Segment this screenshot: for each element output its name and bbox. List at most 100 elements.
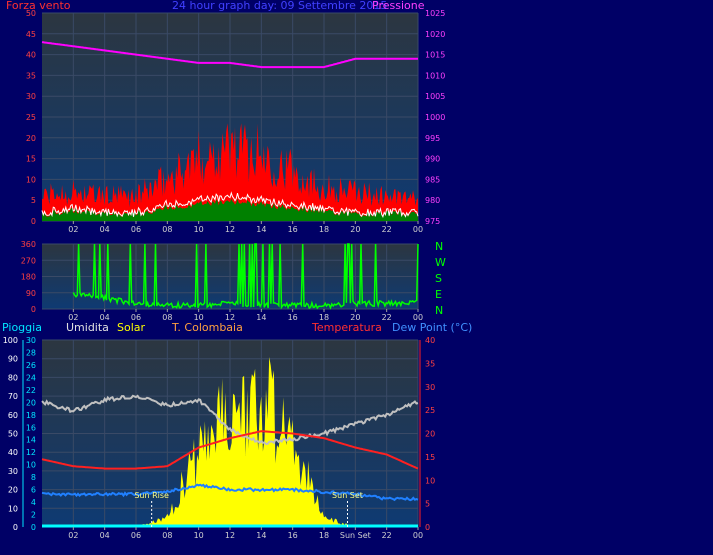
- wind-y-tick-label: 15: [26, 155, 36, 164]
- pressure-y-tick-label: 990: [425, 155, 440, 164]
- compass-n-top: N: [435, 240, 444, 253]
- wind-y-tick-label: 45: [26, 30, 36, 39]
- sunrise-label: Sun Rise: [134, 491, 169, 500]
- wind-pressure-panel: 0510152025303540455097598098599099510001…: [26, 9, 446, 234]
- sunset-label: Sun Set: [332, 491, 363, 500]
- compass-w: W: [435, 256, 446, 269]
- direction-x-tick-label: 12: [225, 313, 235, 322]
- wind-y-tick-label: 40: [26, 51, 36, 60]
- wind-x-tick-label: 02: [68, 225, 78, 234]
- solar-label: Solar: [117, 321, 146, 334]
- direction-y-tick-label: 270: [21, 256, 36, 265]
- direction-x-tick-label: 02: [68, 313, 78, 322]
- pressure-y-tick-label: 1000: [425, 113, 445, 122]
- direction-x-tick-label: 20: [350, 313, 360, 322]
- temperature-line: [41, 430, 419, 470]
- direction-y-tick-label: 360: [21, 240, 36, 249]
- humidity-y-tick-label: 30: [8, 467, 18, 476]
- rain-y-tick-label: 30: [26, 336, 36, 345]
- wind-x-tick-label: 12: [225, 225, 235, 234]
- pressure-y-tick-label: 1010: [425, 71, 445, 80]
- temperature-y-tick-label: 0: [425, 523, 430, 532]
- pressure-y-tick-label: 975: [425, 217, 440, 226]
- humidity-y-tick-label: 100: [3, 336, 18, 345]
- climate-x-tick-label: 10: [194, 531, 204, 540]
- humidity-y-tick-label: 90: [8, 355, 18, 364]
- temperature-y-tick-label: 35: [425, 359, 435, 368]
- pressure-y-tick-label: 980: [425, 196, 440, 205]
- rain-y-tick-label: 8: [31, 473, 36, 482]
- pressure-y-tick-label: 995: [425, 134, 440, 143]
- wind-x-tick-label: 16: [288, 225, 298, 234]
- rain-y-tick-label: 4: [31, 498, 36, 507]
- direction-x-tick-label: 06: [131, 313, 141, 322]
- humidity-y-tick-label: 10: [8, 504, 18, 513]
- temperature-label: Temperatura: [312, 321, 382, 334]
- wind-y-tick-label: 50: [26, 9, 36, 18]
- humidity-y-tick-label: 20: [8, 486, 18, 495]
- rain-y-tick-label: 6: [31, 486, 36, 495]
- pressure-y-tick-label: 1025: [425, 9, 445, 18]
- direction-y-tick-label: 180: [21, 273, 36, 282]
- pressure-line: [41, 41, 418, 69]
- humidity-y-tick-label: 70: [8, 392, 18, 401]
- temp-humidity-solar-panel: Sun Rise Sun Set0102030405060708090100024…: [3, 336, 435, 540]
- direction-x-tick-label: 10: [194, 313, 204, 322]
- pressure-y-tick-label: 1005: [425, 92, 445, 101]
- climate-x-tick-label: 22: [382, 531, 392, 540]
- chart-title: 24 hour graph day: 09 Settembre 2015: [172, 0, 388, 12]
- humidity-line: [41, 394, 419, 446]
- rain-y-tick-label: 20: [26, 398, 36, 407]
- humidity-y-tick-label: 80: [8, 373, 18, 382]
- direction-x-tick-label: 04: [100, 313, 110, 322]
- humidity-y-tick-label: 50: [8, 430, 18, 439]
- direction-x-tick-label: 18: [319, 313, 329, 322]
- wind-x-tick-label: 10: [194, 225, 204, 234]
- direction-x-tick-label: 16: [288, 313, 298, 322]
- humidity-y-tick-label: 0: [13, 523, 18, 532]
- dewpoint-line: [41, 483, 419, 502]
- wind-average-line: [41, 191, 419, 218]
- climate-x-tick-label: 12: [225, 531, 235, 540]
- direction-x-tick-label: 22: [382, 313, 392, 322]
- temperature-y-tick-label: 10: [425, 476, 435, 485]
- temperature-y-tick-label: 40: [425, 336, 435, 345]
- wind-gust-area: [42, 123, 418, 221]
- solar-radiation-area: [42, 357, 418, 527]
- wind-x-tick-label: 22: [382, 225, 392, 234]
- climate-x-tick-label: 18: [319, 531, 329, 540]
- rain-label: Pioggia: [2, 321, 42, 334]
- wind-x-tick-label: 08: [162, 225, 172, 234]
- compass-n-bottom: N: [435, 304, 444, 317]
- wind-y-tick-label: 30: [26, 92, 36, 101]
- wind-speed-label: Forza vento: [6, 0, 71, 12]
- wind-x-tick-label: 00: [413, 225, 423, 234]
- climate-x-tick-label: 06: [131, 531, 141, 540]
- rain-y-tick-label: 22: [26, 386, 36, 395]
- temperature-y-tick-label: 30: [425, 383, 435, 392]
- rain-y-tick-label: 28: [26, 348, 36, 357]
- rain-y-tick-label: 0: [31, 523, 36, 532]
- rain-y-tick-label: 12: [26, 448, 36, 457]
- wind-direction-line: [72, 243, 419, 310]
- wind-y-tick-label: 20: [26, 134, 36, 143]
- compass-s: S: [435, 272, 442, 285]
- rain-y-tick-label: 2: [31, 511, 36, 520]
- temperature-y-tick-label: 25: [425, 406, 435, 415]
- climate-x-tick-label: 16: [288, 531, 298, 540]
- rain-y-tick-label: 18: [26, 411, 36, 420]
- direction-x-tick-label: 08: [162, 313, 172, 322]
- climate-x-tick-label: Sun Set: [340, 531, 371, 540]
- direction-x-tick-label: 14: [256, 313, 266, 322]
- direction-y-tick-label: 90: [26, 289, 36, 298]
- temperature-y-tick-label: 15: [425, 453, 435, 462]
- wind-x-tick-label: 14: [256, 225, 266, 234]
- wind-x-tick-label: 06: [131, 225, 141, 234]
- compass-e: E: [435, 288, 442, 301]
- wind-y-tick-label: 35: [26, 71, 36, 80]
- wind-x-tick-label: 04: [100, 225, 110, 234]
- wind-y-tick-label: 0: [31, 217, 36, 226]
- wind-x-tick-label: 18: [319, 225, 329, 234]
- climate-x-tick-label: 08: [162, 531, 172, 540]
